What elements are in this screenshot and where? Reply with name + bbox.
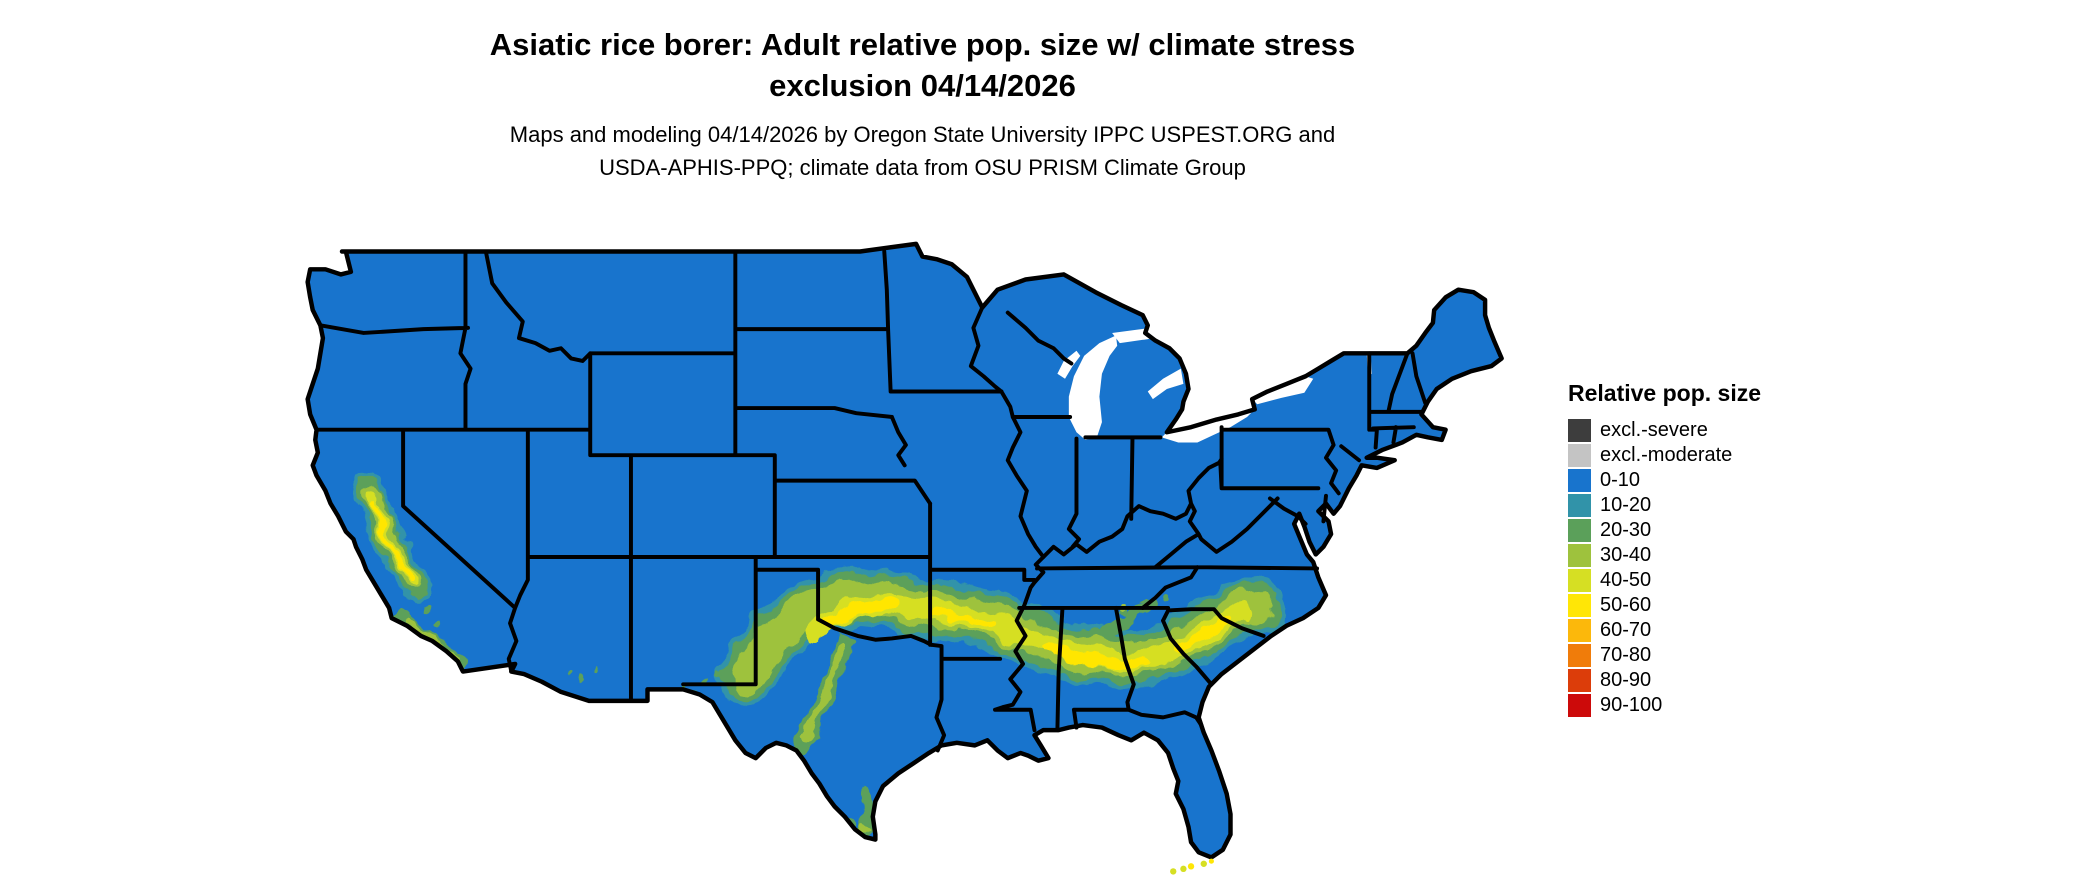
- legend-swatch: [1568, 444, 1591, 467]
- legend-swatch: [1568, 694, 1591, 717]
- plot-subtitle-line1: Maps and modeling 04/14/2026 by Oregon S…: [509, 122, 1336, 147]
- legend-label: 60-70: [1600, 619, 1652, 641]
- legend-swatch: [1568, 669, 1591, 692]
- legend-row: excl.-moderate: [1568, 444, 1828, 467]
- legend-row: 30-40: [1568, 544, 1828, 567]
- legend-swatch: [1568, 619, 1591, 642]
- legend-swatch: [1568, 519, 1591, 542]
- legend-row: 60-70: [1568, 619, 1828, 642]
- legend-label: 30-40: [1600, 544, 1652, 566]
- legend-label: 50-60: [1600, 594, 1652, 616]
- legend-row: 20-30: [1568, 519, 1828, 542]
- legend: Relative pop. size excl.-severe excl.-mo…: [1568, 380, 1828, 719]
- legend-label: excl.-severe: [1600, 419, 1708, 441]
- legend-swatch: [1568, 594, 1591, 617]
- plot-subtitle-line2: USDA-APHIS-PPQ; climate data from OSU PR…: [599, 155, 1246, 180]
- lake-ontario: [1252, 376, 1314, 405]
- plot-subtitle: Maps and modeling 04/14/2026 by Oregon S…: [0, 118, 1845, 184]
- legend-row: 40-50: [1568, 569, 1828, 592]
- legend-row: 50-60: [1568, 594, 1828, 617]
- state-borders-west: [314, 249, 1004, 703]
- legend-swatch: [1568, 544, 1591, 567]
- florida-keys-dots-50-60: [1187, 858, 1214, 870]
- legend-swatch: [1568, 494, 1591, 517]
- plot-title: Asiatic rice borer: Adult relative pop. …: [0, 24, 1845, 106]
- green-bay: [1057, 350, 1081, 379]
- us-map: [300, 226, 1522, 888]
- legend-rows: excl.-severe excl.-moderate 0-10 10-20: [1568, 419, 1828, 717]
- legend-label: 80-90: [1600, 669, 1652, 691]
- legend-row: 10-20: [1568, 494, 1828, 517]
- legend-row: 70-80: [1568, 644, 1828, 667]
- legend-swatch: [1568, 419, 1591, 442]
- plot-title-line1: Asiatic rice borer: Adult relative pop. …: [489, 27, 1356, 62]
- legend-label: 40-50: [1600, 569, 1652, 591]
- legend-label: 90-100: [1600, 694, 1663, 716]
- legend-row: 80-90: [1568, 669, 1828, 692]
- legend-title: Relative pop. size: [1568, 380, 1762, 406]
- legend-swatch: [1568, 469, 1591, 492]
- legend-label: 20-30: [1600, 519, 1652, 541]
- saginaw-bay: [1147, 368, 1184, 400]
- legend-row: 90-100: [1568, 694, 1828, 717]
- lake-michigan: [1068, 335, 1118, 440]
- state-borders-central: [681, 389, 1204, 753]
- legend-row: excl.-severe: [1568, 419, 1828, 442]
- florida-keys-dots-40-50: [1170, 860, 1207, 875]
- legend-swatch: [1568, 644, 1591, 667]
- legend-label: 70-80: [1600, 644, 1652, 666]
- legend-label: excl.-moderate: [1600, 444, 1733, 466]
- legend-row: 0-10: [1568, 469, 1828, 492]
- legend-label: 0-10: [1600, 469, 1641, 491]
- legend-label: 10-20: [1600, 494, 1652, 516]
- state-borders-east: [968, 305, 1428, 687]
- state-borders: [314, 249, 1428, 753]
- legend-swatch: [1568, 569, 1591, 592]
- us-map-svg: [300, 226, 1522, 875]
- plot-title-line2: exclusion 04/14/2026: [769, 68, 1076, 103]
